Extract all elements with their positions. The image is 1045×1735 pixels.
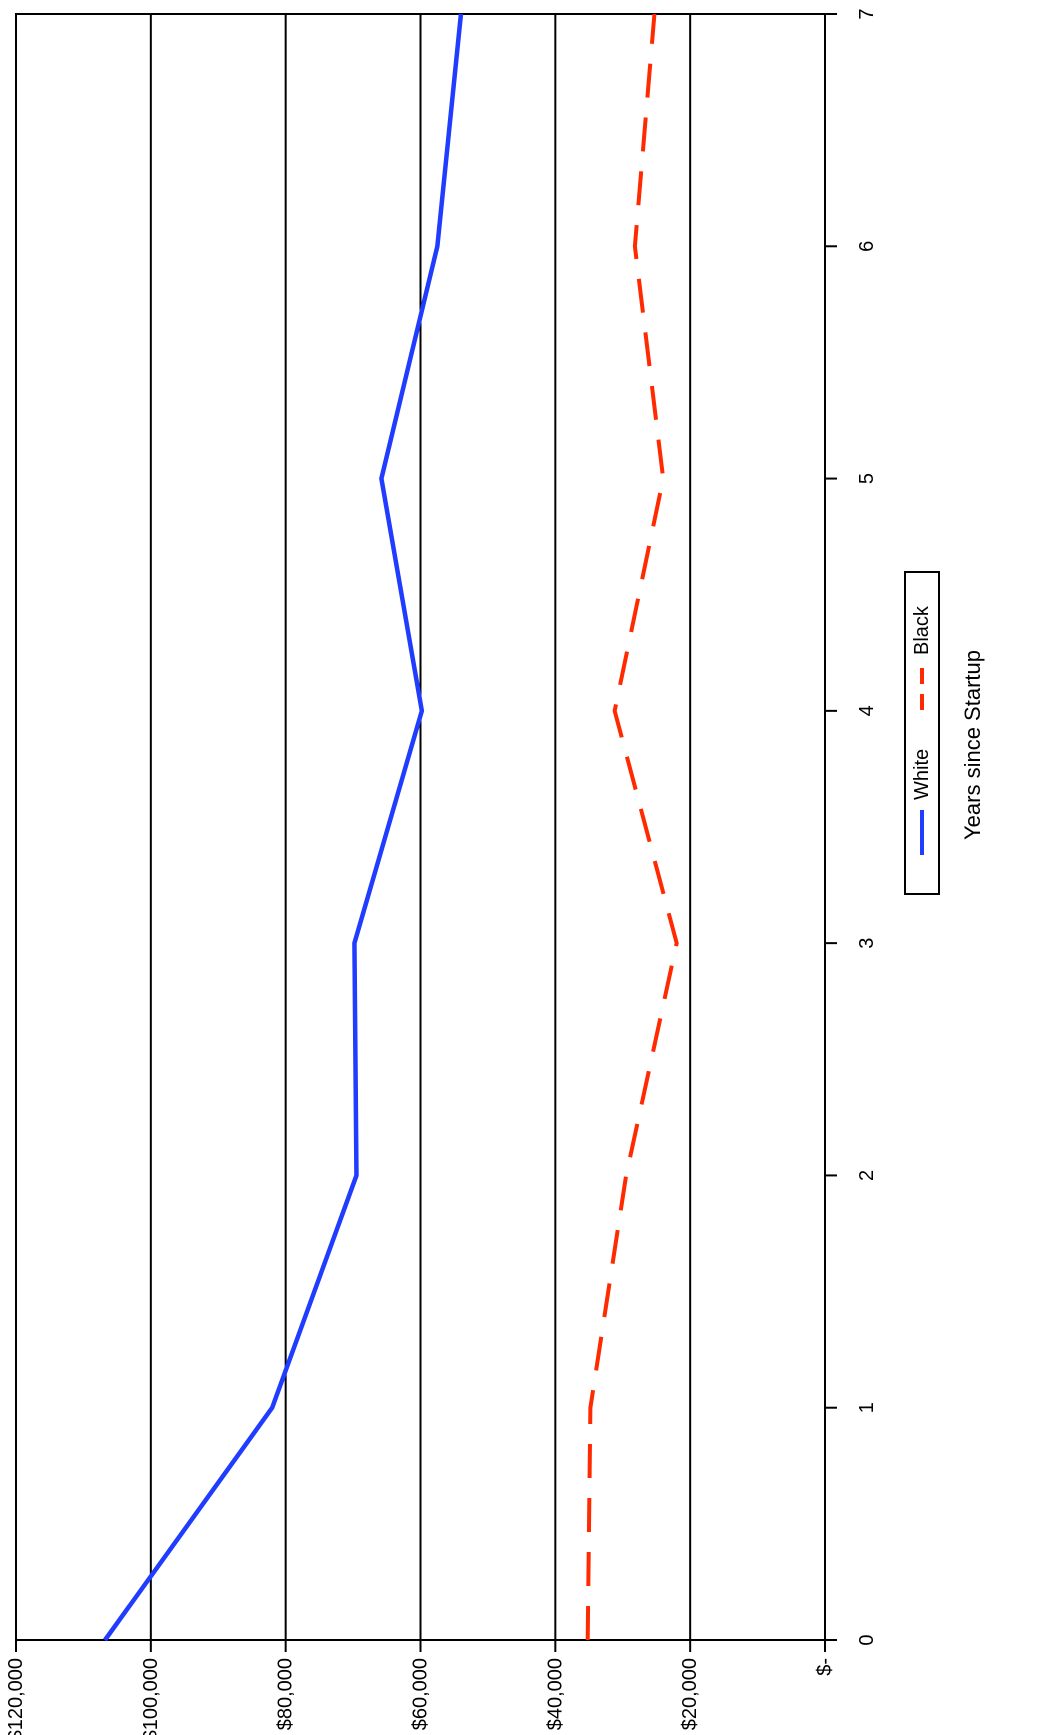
x-tick-label-5: 5: [856, 473, 878, 484]
x-tick-label-3: 3: [856, 938, 878, 949]
x-tick-label-7: 7: [856, 8, 878, 19]
x-tick-label-2: 2: [856, 1170, 878, 1181]
x-axis-label: Years since Startup: [960, 650, 985, 840]
y-tick-label-4: $80,000: [275, 1658, 297, 1730]
legend: White Black: [904, 571, 940, 895]
y-tick-labels: $- $20,000 $40,000 $60,000 $80,000 $100,000 $1…: [5, 1658, 836, 1735]
series-line-white: [103, 13, 464, 1642]
y-tick-label-2: $40,000: [544, 1658, 566, 1730]
y-tick-label-6: $120,000: [5, 1658, 27, 1735]
y-tick-label-5: $100,000: [140, 1658, 162, 1735]
gridlines: [15, 14, 692, 1640]
series-line-black: [585, 13, 679, 1641]
x-tick-label-6: 6: [856, 241, 878, 252]
y-tick-label-1: $20,000: [679, 1658, 701, 1730]
legend-label-white: White: [911, 749, 933, 800]
y-tick-label-3: $60,000: [410, 1658, 432, 1730]
y-tick-label-0: $-: [814, 1658, 836, 1676]
x-tick-label-4: 4: [856, 705, 878, 716]
x-tick-labels: 0 1 2 3 4 5 6 7: [856, 8, 878, 1645]
x-tick-label-0: 0: [856, 1634, 878, 1645]
axes: [15, 13, 837, 1652]
x-tick-label-1: 1: [856, 1402, 878, 1413]
legend-label-black: Black: [911, 605, 933, 655]
series-layer: [103, 13, 679, 1642]
